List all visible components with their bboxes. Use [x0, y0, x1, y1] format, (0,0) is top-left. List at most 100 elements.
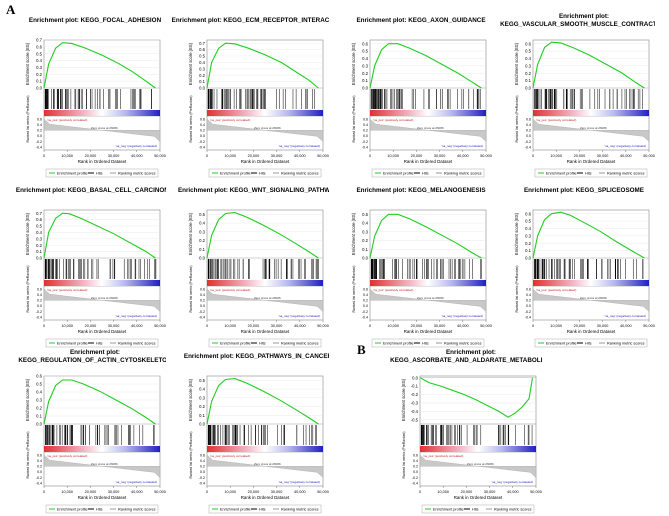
metric-tick-label: 0.0: [526, 304, 531, 308]
enrichment-profile-line: [43, 379, 156, 425]
es-tick-label: 0.4: [36, 58, 42, 63]
zero-cross-label: Zero cross at 26066: [580, 126, 607, 130]
metric-axis-label: Ranked list metric (PreRanked): [26, 265, 30, 312]
x-tick-label: 50,000: [643, 324, 655, 328]
es-tick-label: 0.2: [199, 73, 205, 78]
es-tick-label: 0.7: [36, 38, 42, 43]
metric-tick-label: 0.0: [526, 134, 531, 138]
ranking-color-bar: [207, 446, 323, 452]
es-tick-label: 0.2: [525, 241, 531, 246]
zero-cross-label: Zero cross at 26066: [254, 296, 281, 300]
ranking-color-bar: [207, 280, 323, 286]
es-tick-label: 0.0: [412, 375, 418, 380]
x-tick-label: 20,000: [85, 154, 97, 158]
gsea-chart-11: Enrichment plot:KEGG_ASCORBATE_AND_ALDAR…: [390, 349, 542, 514]
x-tick-label: 10,000: [61, 324, 73, 328]
metric-tick-label: 0.6: [37, 117, 42, 121]
ranking-metric-area: [369, 118, 487, 142]
legend-ranking-label: Ranking metric scores: [118, 172, 156, 176]
positive-label: 'na_pos' (positively correlated): [47, 454, 87, 458]
x-tick-label: 10,000: [550, 154, 562, 158]
x-tick-label: 50,000: [154, 154, 166, 158]
x-tick-label: 30,000: [434, 324, 446, 328]
es-tick-label: 0.0: [525, 256, 531, 261]
hits-group: [207, 425, 317, 445]
enrichment-profile-line: [369, 43, 482, 89]
es-tick-label: 0.1: [199, 413, 205, 418]
legend-ranking-label: Ranking metric scores: [281, 508, 319, 512]
es-tick-label: 0.3: [525, 233, 531, 238]
es-tick-label: 0.5: [362, 49, 368, 54]
ranking-color-bar: [370, 110, 486, 116]
es-tick-label: 0.5: [36, 51, 42, 56]
x-tick-label: 40,000: [294, 490, 306, 494]
ranking-color-bar: [44, 280, 160, 286]
chart-title-line2: KEGG_VASCULAR_SMOOTH_MUSCLE_CONTRACTION: [500, 21, 655, 28]
metric-tick-label: 0.4: [413, 459, 418, 463]
gsea-chart-4: Enrichment plot:KEGG_VASCULAR_SMOOTH_MUS…: [500, 13, 655, 178]
ranking-metric-area: [369, 288, 487, 312]
legend-profile-label: Enrichment profile: [546, 172, 577, 176]
zero-cross-label: Zero cross at 26066: [580, 296, 607, 300]
x-tick-label: 40,000: [507, 490, 519, 494]
zero-cross-label: Zero cross at 26066: [91, 462, 118, 466]
zero-cross-label: Zero cross at 26066: [254, 462, 281, 466]
metric-tick-label: -0.4: [362, 145, 368, 149]
chart-title: Enrichment plot: KEGG_AXON_GUIDANCE: [356, 17, 485, 24]
x-tick-label: 50,000: [480, 324, 492, 328]
positive-label: 'na_pos' (positively correlated): [210, 454, 250, 458]
chart-title: Enrichment plot: KEGG_PATHWAYS_IN_CANCER: [184, 353, 329, 360]
metric-tick-label: -0.4: [36, 145, 42, 149]
es-tick-label: 0.1: [199, 247, 205, 252]
legend-hits-label: Hits: [96, 172, 103, 176]
es-tick-label: 0.4: [199, 387, 205, 392]
gsea-chart-7: Enrichment plot: KEGG_MELANOGENESIS0.00.…: [351, 187, 492, 348]
es-tick-label: 0.5: [199, 378, 205, 383]
legend-box: [371, 168, 485, 178]
metric-tick-label: 0.4: [37, 293, 42, 297]
metric-tick-label: 0.4: [200, 123, 205, 127]
metric-tick-label: -0.2: [362, 310, 368, 314]
legend-hits-label: Hits: [472, 508, 479, 512]
x-tick-label: 30,000: [597, 154, 609, 158]
metric-tick-label: -0.2: [412, 476, 418, 480]
es-tick-label: 0.6: [199, 47, 205, 52]
x-axis-label: Rank in Ordered Dataset: [78, 495, 127, 500]
metric-tick-label: 0.4: [37, 459, 42, 463]
zero-cross-label: Zero cross at 26066: [467, 462, 494, 466]
metric-axis-label: Ranked list metric (PreRanked): [352, 95, 356, 142]
x-tick-label: 0: [369, 154, 371, 158]
metric-axis-label: Ranked list metric (PreRanked): [515, 95, 519, 142]
ranking-color-bar: [533, 280, 649, 286]
enrichment-profile-line: [532, 211, 645, 259]
enrichment-profile-line: [532, 41, 645, 89]
es-tick-label: 0.3: [199, 66, 205, 71]
zero-cross-label: Zero cross at 26066: [91, 296, 118, 300]
legend-profile-label: Enrichment profile: [383, 342, 414, 346]
enrichment-profile-line: [419, 377, 534, 418]
positive-label: 'na_pos' (positively correlated): [210, 288, 250, 292]
metric-tick-label: 0.6: [37, 287, 42, 291]
x-tick-label: 0: [206, 324, 208, 328]
metric-tick-label: -0.4: [412, 481, 418, 485]
es-axis-label: Enrichment score (ES): [188, 42, 193, 85]
chart-title: Enrichment plot: KEGG_WNT_SIGNALING_PATH…: [178, 187, 329, 194]
legend-profile-label: Enrichment profile: [220, 508, 251, 512]
positive-label: 'na_pos' (positively correlated): [373, 118, 413, 122]
x-tick-label: 40,000: [457, 154, 469, 158]
legend-profile-label: Enrichment profile: [383, 172, 414, 176]
es-tick-label: 0.0: [199, 256, 205, 261]
es-tick-label: 0.1: [525, 78, 531, 83]
es-tick-label: 0.1: [36, 79, 42, 84]
ranking-metric-area: [43, 118, 161, 142]
chart-title: Enrichment plot:: [446, 349, 496, 356]
es-tick-label: 0.0: [199, 422, 205, 427]
hits-group: [370, 259, 482, 279]
metric-tick-label: 0.2: [37, 129, 42, 133]
legend-box: [371, 338, 485, 348]
negative-label: 'na_neg' (negatively correlated): [441, 144, 483, 148]
metric-tick-label: 0.0: [37, 134, 42, 138]
metric-tick-label: -0.2: [525, 140, 531, 144]
es-tick-label: 0.7: [199, 41, 205, 46]
metric-axis-label: Ranked list metric (PreRanked): [189, 431, 193, 478]
